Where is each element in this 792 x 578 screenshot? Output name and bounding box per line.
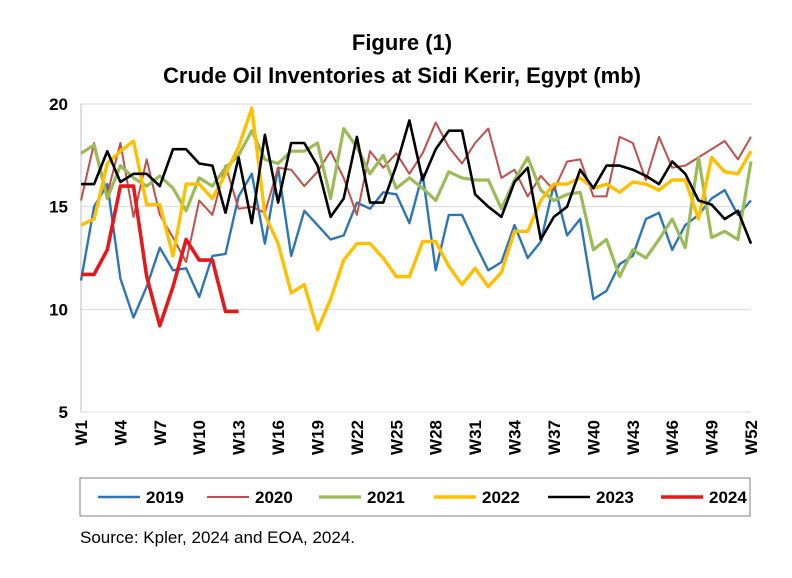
x-tick-label: W19	[308, 420, 327, 455]
x-tick-label: W16	[269, 420, 288, 455]
series-line-2019	[79, 166, 752, 319]
x-tick-label: W13	[230, 420, 249, 455]
x-axis: W1 W4 W7 W10 W13 W16 W19 W22 W25 W28 W31 W34 W37 W40 W…	[72, 419, 761, 455]
y-tick-label: 15	[49, 198, 68, 217]
y-axis: 5 10 15 20	[49, 95, 82, 422]
legend: 2019 2020 2021 2022 2023 2024	[79, 477, 751, 517]
legend-label-2022: 2022	[482, 488, 520, 507]
x-tick-label: W37	[545, 420, 564, 455]
series-line-2023	[81, 119, 753, 245]
chart-title: Figure (1)	[352, 30, 452, 55]
x-tick-label: W25	[387, 420, 406, 455]
x-tick-label: W43	[624, 420, 643, 455]
series-line-2024	[81, 184, 239, 328]
gridlines	[81, 103, 751, 413]
x-tick-label: W4	[111, 419, 130, 445]
series-line-2022	[80, 106, 753, 332]
legend-label-2020: 2020	[255, 488, 293, 507]
x-tick-label: W10	[190, 420, 209, 455]
series-lines	[79, 106, 753, 332]
chart-subtitle: Crude Oil Inventories at Sidi Kerir, Egy…	[163, 63, 641, 88]
legend-label-2019: 2019	[146, 488, 184, 507]
x-tick-label: W1	[72, 420, 91, 446]
x-tick-label: W49	[703, 420, 722, 455]
legend-label-2021: 2021	[367, 488, 405, 507]
x-tick-label: W31	[466, 420, 485, 455]
legend-label-2023: 2023	[596, 488, 634, 507]
legend-box	[79, 477, 751, 517]
y-tick-label: 10	[49, 300, 68, 319]
x-tick-label: W34	[506, 419, 525, 455]
source-note: Source: Kpler, 2024 and EOA, 2024.	[80, 528, 356, 547]
series-line-2020	[80, 121, 752, 264]
x-tick-label: W52	[742, 420, 761, 455]
legend-label-2024: 2024	[709, 488, 747, 507]
x-tick-label: W40	[584, 420, 603, 455]
y-tick-label: 5	[59, 403, 68, 422]
series-line-2021	[80, 127, 753, 279]
y-tick-label: 20	[49, 95, 68, 114]
x-tick-label: W28	[427, 420, 446, 455]
x-tick-label: W7	[151, 420, 170, 446]
x-tick-label: W22	[348, 420, 367, 455]
x-tick-label: W46	[663, 420, 682, 455]
